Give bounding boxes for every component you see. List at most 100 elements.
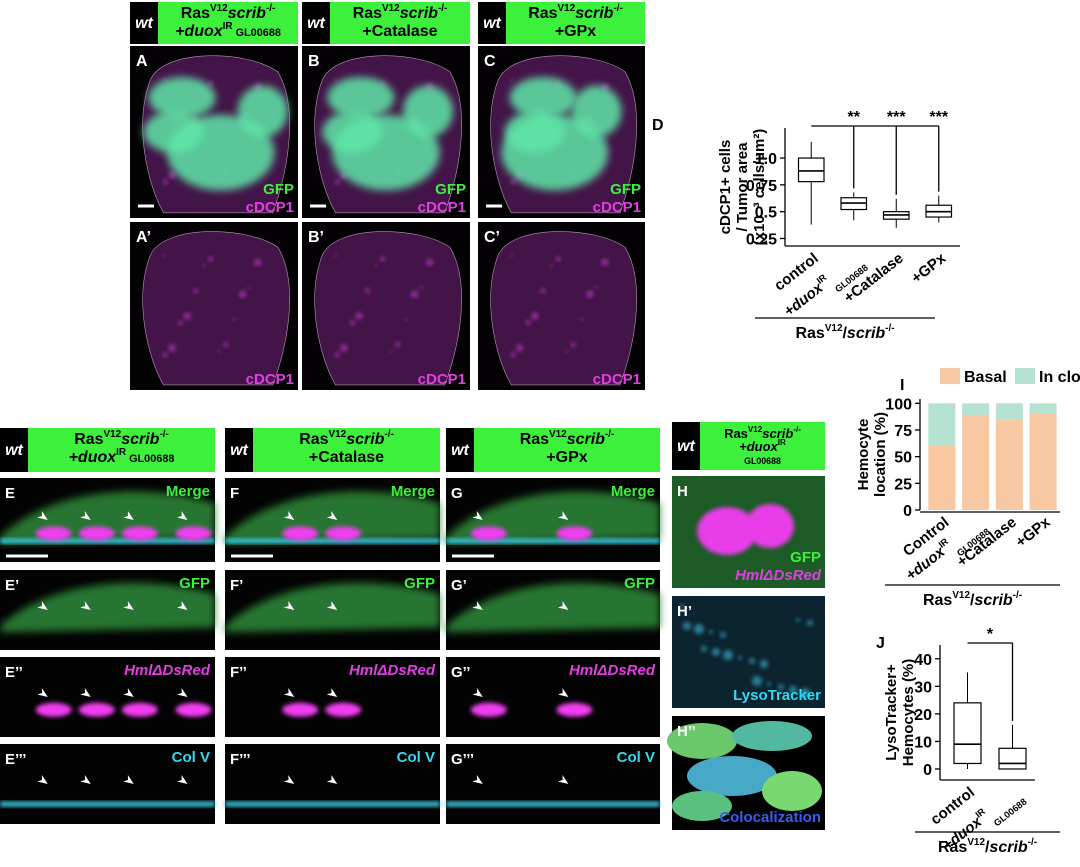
micrograph: C’ cDCP1 — [478, 222, 645, 390]
stain-label: cDCP1 — [418, 199, 466, 216]
speckle — [232, 317, 236, 321]
colv-layer — [0, 538, 215, 544]
stain-label: GFP — [790, 549, 821, 566]
speckle — [419, 286, 423, 290]
header-wt-box — [302, 2, 330, 44]
micrograph: E’ GFP — [0, 570, 215, 650]
stain-label: Merge — [611, 483, 655, 500]
hemocyte — [470, 526, 507, 541]
significance-label: *** — [929, 109, 948, 126]
text-part: -/- — [384, 429, 393, 440]
speckle — [580, 317, 584, 321]
panel-label: C — [484, 53, 496, 70]
header-box — [158, 2, 298, 44]
speckle — [183, 312, 191, 320]
text-part: -/- — [159, 429, 168, 440]
box — [953, 702, 982, 765]
panel-label: E’’’ — [5, 751, 26, 768]
text-part: +Catalase — [362, 23, 437, 40]
hemocyte — [175, 702, 212, 717]
gfp-clone — [402, 85, 454, 138]
text-part: +duox — [739, 439, 778, 454]
arrowhead — [177, 774, 188, 784]
y-tick-label: 40 — [914, 652, 932, 669]
header-box — [28, 428, 215, 472]
genotype: wt — [483, 15, 501, 32]
arrowhead — [326, 600, 338, 610]
speckle — [595, 286, 599, 290]
x-tick-label: +Catalase — [954, 514, 1020, 571]
colv-layer — [225, 801, 440, 807]
arrowhead — [123, 774, 134, 784]
y-tick-label: 50 — [894, 450, 912, 467]
bar-segment — [962, 403, 990, 417]
arrowhead — [472, 687, 483, 698]
lyso-dot — [720, 632, 726, 638]
text-part: +GPx — [1013, 513, 1055, 551]
text-part: V12 — [104, 429, 122, 440]
gfp-clone — [571, 85, 622, 138]
text-part: Ras — [724, 426, 748, 441]
y-tick-label: 10 — [914, 734, 932, 751]
genotype: wt — [451, 442, 469, 459]
hemocyte — [746, 504, 794, 548]
header-line: RasV12scrib-/- — [181, 3, 276, 22]
coloc-patch — [672, 791, 732, 821]
stain-label: GFP — [179, 575, 210, 592]
gfp-layer — [446, 582, 660, 633]
lyso-dot — [789, 686, 797, 694]
footer-label: RasV12/scrib-/- — [938, 837, 1037, 856]
hemocyte — [325, 526, 362, 541]
speckle — [411, 290, 419, 298]
arrowhead — [80, 600, 91, 610]
hemocyte — [470, 702, 507, 717]
arrowhead — [283, 600, 295, 610]
speckle — [208, 256, 214, 262]
genotype: wt — [677, 438, 695, 455]
panel-letter: I — [900, 377, 904, 394]
panel-label: B — [308, 53, 320, 70]
stain-label: Col V — [172, 749, 210, 766]
stain-label: Colocalization — [719, 809, 821, 826]
arrowhead — [326, 774, 338, 784]
lyso-dot — [778, 684, 784, 690]
text-part: Ras — [795, 325, 824, 342]
significance-label: * — [987, 626, 994, 643]
arrowhead — [37, 774, 48, 784]
hemocyte — [35, 526, 72, 541]
speckle — [239, 290, 247, 298]
text-part: +GPx — [546, 449, 587, 466]
arrowhead — [177, 687, 188, 697]
speckle — [168, 171, 176, 179]
text-part: Ras — [938, 839, 967, 856]
panel-label: F — [230, 485, 239, 502]
arrowhead — [80, 510, 91, 520]
text-part: +duox — [69, 449, 118, 466]
speckle — [540, 288, 546, 294]
text-part: Ras — [299, 431, 328, 448]
genotype-header: wt RasV12scrib-/-+Catalase — [225, 428, 440, 472]
tissue — [314, 231, 462, 386]
text-part: V12 — [382, 3, 400, 14]
speckle — [510, 179, 516, 185]
panel-label: H’’ — [677, 723, 696, 740]
text-part: Ras — [181, 5, 210, 22]
panel-label: G’ — [451, 577, 467, 594]
bar-segment — [1029, 403, 1057, 414]
header-line: +Catalase — [362, 23, 437, 40]
text-part: V12 — [558, 3, 576, 14]
speckle — [570, 342, 576, 348]
lyso-dot — [752, 676, 762, 686]
colv-layer — [446, 801, 660, 807]
header-line: +GPx — [546, 449, 587, 466]
text-part: Ras — [528, 5, 557, 22]
speckle — [365, 288, 371, 294]
text-part: -/- — [266, 3, 275, 14]
header-box — [253, 428, 440, 472]
arrowhead — [177, 600, 188, 610]
text-part: -/- — [438, 3, 447, 14]
lyso-dot — [694, 624, 704, 634]
hemocyte — [556, 526, 593, 541]
